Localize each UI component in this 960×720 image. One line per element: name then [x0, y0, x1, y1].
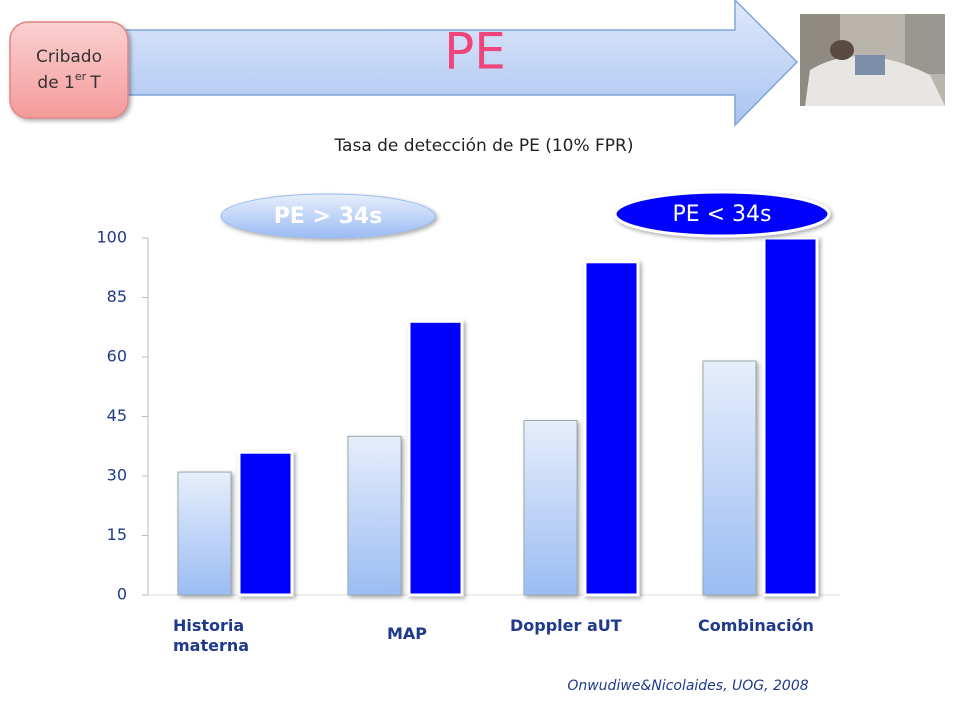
y-tick-label: 100: [96, 228, 127, 247]
y-tick-label: 60: [107, 347, 127, 366]
legend-swatch: [220, 193, 436, 239]
screening-box: [9, 21, 129, 119]
x-tick-label: MAP: [386, 624, 428, 643]
y-tick-label: 30: [107, 466, 127, 485]
box-line1: Cribado: [36, 47, 102, 67]
bar: [523, 419, 578, 596]
box-line2: de 1er T: [37, 70, 101, 93]
bar: [237, 450, 294, 597]
bar: [702, 360, 757, 596]
arrow: [114, 0, 799, 127]
x-tick-label: Combinación: [698, 616, 814, 635]
legend-label: PE > 34s: [274, 204, 383, 229]
photo: [800, 14, 945, 106]
box-line2-start: de 1: [37, 73, 74, 93]
arrow-label: PE: [444, 23, 506, 81]
y-tick-label: 85: [107, 287, 127, 306]
legend-swatch: [613, 190, 831, 238]
bar: [177, 471, 232, 596]
bar: [347, 435, 402, 596]
y-tick-label: 0: [117, 585, 127, 604]
source: Onwudiwe&Nicolaides, UOG, 2008: [567, 678, 808, 694]
box-line2-end: T: [89, 73, 101, 93]
x-tick-label: Historia materna: [173, 616, 250, 655]
x-tick-label: Doppler aUT: [510, 616, 622, 635]
chart-title: Tasa de detección de PE (10% FPR): [333, 136, 633, 156]
box-superscript: er: [75, 70, 87, 83]
y-tick-label: 45: [107, 406, 127, 425]
legend-label: PE < 34s: [672, 202, 771, 227]
bar: [762, 236, 819, 597]
bar: [583, 260, 640, 597]
bar: [407, 319, 464, 597]
y-tick-label: 15: [107, 525, 127, 544]
